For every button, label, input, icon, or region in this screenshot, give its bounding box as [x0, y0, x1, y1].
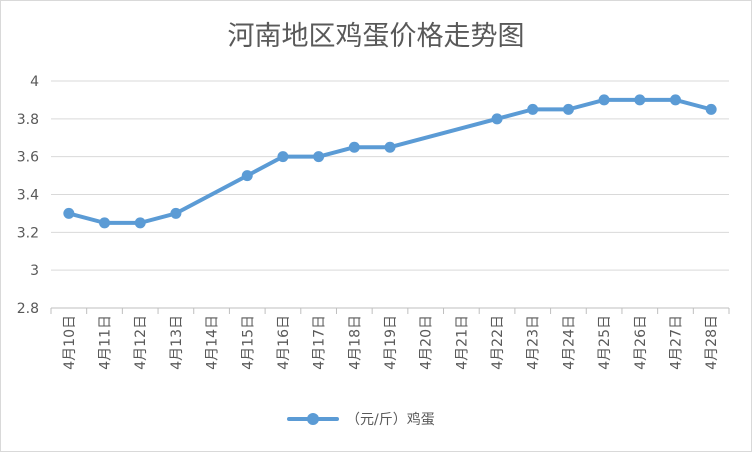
- gridlines: [51, 80, 729, 309]
- data-point: [598, 94, 610, 106]
- data-point: [562, 103, 574, 115]
- x-tick-label: 4月13日: [169, 315, 185, 370]
- x-tick-label: 4月24日: [561, 315, 577, 370]
- x-tick-label: 4月18日: [347, 315, 363, 370]
- x-axis: 4月10日 4月11日 4月12日 4月13日 4月14日 4月15日 4月16日 4月17日…: [50, 308, 730, 370]
- legend: （元/斤）鸡蛋: [287, 411, 435, 428]
- y-tick-label: 3.8: [17, 112, 39, 128]
- x-tick-label: 4月28日: [704, 315, 720, 370]
- chart-title: 河南地区鸡蛋价格走势图: [228, 21, 525, 52]
- x-tick-label: 4月21日: [454, 315, 470, 370]
- x-tick-label: 4月19日: [383, 315, 399, 370]
- data-point: [348, 141, 360, 153]
- x-tick-label: 4月23日: [526, 315, 542, 370]
- series-layer: [63, 94, 717, 229]
- data-point: [170, 207, 182, 219]
- data-point: [491, 113, 503, 125]
- x-tick-label: 4月25日: [597, 315, 613, 370]
- data-point: [63, 207, 75, 219]
- y-tick-label: 3: [30, 263, 39, 279]
- x-tick-label: 4月22日: [490, 315, 506, 370]
- x-tick-label: 4月14日: [205, 315, 221, 370]
- y-axis: 2.8 3 3.2 3.4 3.6 3.8 4: [17, 74, 39, 317]
- x-tick-label: 4月15日: [240, 315, 256, 370]
- legend-label: （元/斤）鸡蛋: [346, 411, 435, 428]
- y-tick-label: 4: [30, 74, 39, 90]
- x-tick-label: 4月27日: [668, 315, 684, 370]
- y-tick-label: 3.6: [17, 150, 39, 166]
- data-point: [277, 151, 289, 163]
- y-tick-label: 3.2: [17, 225, 39, 241]
- data-point: [134, 217, 146, 229]
- data-point: [241, 170, 253, 182]
- data-point: [99, 217, 111, 229]
- x-tick-label: 4月20日: [419, 315, 435, 370]
- x-tick-label: 4月26日: [633, 315, 649, 370]
- legend-swatch-marker: [307, 413, 319, 425]
- data-point: [384, 141, 396, 153]
- y-tick-label: 3.4: [17, 188, 39, 204]
- data-point: [634, 94, 646, 106]
- x-tick-label: 4月17日: [312, 315, 328, 370]
- x-tick-label: 4月11日: [98, 315, 114, 370]
- series-line: [66, 97, 714, 225]
- y-tick-label: 2.8: [17, 301, 39, 317]
- x-tick-label: 4月10日: [62, 315, 78, 370]
- data-point: [313, 151, 325, 163]
- x-tick-label: 4月12日: [133, 315, 149, 370]
- x-tick-label: 4月16日: [276, 315, 292, 370]
- data-point: [669, 94, 681, 106]
- data-point: [705, 103, 717, 115]
- data-point: [527, 103, 539, 115]
